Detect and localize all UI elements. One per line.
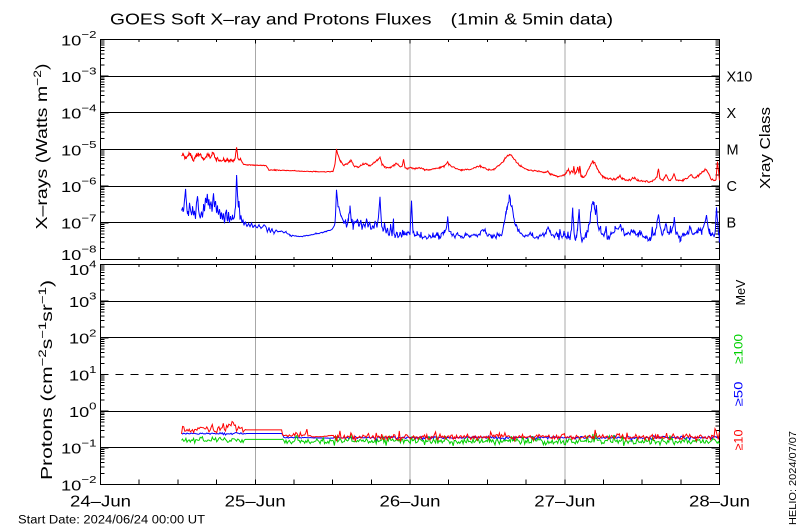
svg-text:10−2: 10 −2: [61, 474, 97, 494]
svg-text:X10: X10: [727, 70, 753, 86]
svg-text:Start Date: 2024/06/24 00:00 U: Start Date: 2024/06/24 00:00 UT: [18, 515, 205, 527]
svg-text:101: 10 1: [69, 364, 97, 384]
svg-text:24–Jun: 24–Jun: [70, 494, 131, 511]
svg-text:10−4: 10 −4: [61, 102, 97, 122]
svg-text:M: M: [727, 143, 739, 159]
svg-text:10−3: 10 −3: [61, 66, 97, 86]
svg-text:GOES Soft X–ray and Protons Fl: GOES Soft X–ray and Protons Fluxes (1min…: [110, 12, 613, 29]
svg-text:26–Jun: 26–Jun: [380, 494, 441, 511]
svg-text:Protons (cm−2s−1sr−1): Protons (cm−2s−1sr−1): [37, 280, 56, 480]
svg-text:Xray Class: Xray Class: [757, 107, 774, 189]
svg-text:MeV: MeV: [734, 279, 748, 305]
svg-text:103: 10 3: [69, 291, 97, 311]
svg-text:10−6: 10 −6: [61, 176, 97, 196]
svg-text:X–rays (Watts m−2): X–rays (Watts m−2): [32, 64, 51, 230]
svg-text:100: 10 0: [69, 401, 97, 421]
svg-text:B: B: [727, 216, 737, 232]
svg-text:C: C: [727, 179, 737, 195]
svg-text:HELIO: 2024/07/07: HELIO: 2024/07/07: [787, 431, 799, 525]
svg-text:10−7: 10 −7: [61, 212, 97, 232]
svg-text:≥100: ≥100: [732, 334, 746, 364]
svg-text:10−5: 10 −5: [61, 139, 97, 159]
svg-text:27–Jun: 27–Jun: [534, 494, 595, 511]
svg-text:10−1: 10 −1: [61, 437, 97, 457]
svg-text:≥10: ≥10: [732, 429, 746, 450]
svg-text:102: 10 2: [69, 327, 97, 347]
svg-text:X: X: [727, 106, 737, 122]
svg-text:25–Jun: 25–Jun: [225, 494, 286, 511]
svg-text:28–Jun: 28–Jun: [689, 494, 750, 511]
svg-text:10−2: 10 −2: [61, 29, 97, 49]
svg-text:≥50: ≥50: [732, 381, 746, 406]
